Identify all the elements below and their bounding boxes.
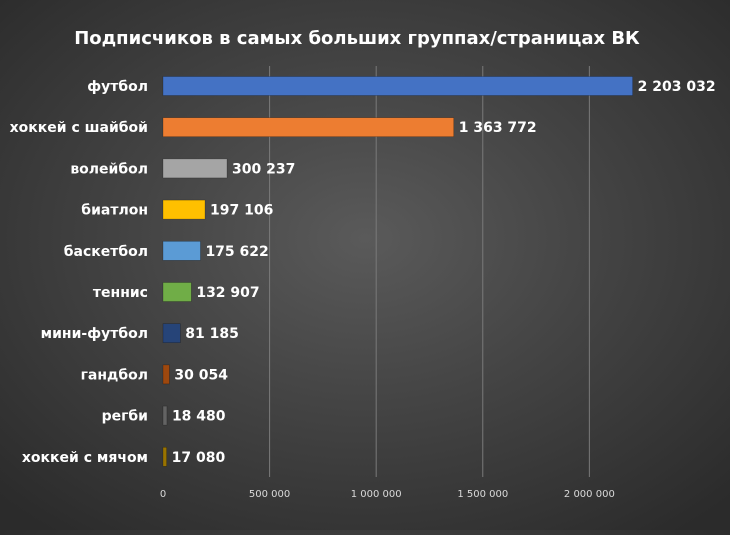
- value-label: 81 185: [185, 326, 239, 342]
- category-label: хоккей с шайбой: [10, 120, 148, 136]
- value-label: 197 106: [210, 203, 273, 219]
- x-axis-ticks: 0 500 000 1 000 000 1 500 000 2 000 000: [160, 489, 615, 500]
- category-label: теннис: [93, 285, 148, 301]
- x-tick-label: 1 500 000: [457, 489, 508, 500]
- x-tick-label: 500 000: [249, 489, 290, 500]
- chart-title: Подписчиков в самых больших группах/стра…: [74, 28, 640, 49]
- bar: [162, 323, 181, 344]
- bar: [162, 405, 168, 426]
- category-label: гандбол: [81, 367, 148, 383]
- x-tick-label: 1 000 000: [351, 489, 402, 500]
- category-label: регби: [102, 409, 148, 425]
- value-label: 18 480: [172, 409, 226, 425]
- value-label: 300 237: [232, 161, 295, 177]
- value-label: 1 363 772: [459, 120, 537, 136]
- value-label: 132 907: [196, 285, 259, 301]
- category-label: хоккей с мячом: [22, 450, 148, 466]
- x-tick-label: 2 000 000: [564, 489, 615, 500]
- bar: [162, 241, 201, 261]
- value-label: 2 203 032: [638, 79, 716, 95]
- value-label: 175 622: [205, 244, 268, 260]
- value-label: 30 054: [174, 367, 228, 383]
- x-tick-label: 0: [160, 489, 166, 500]
- bars-layer: [162, 76, 633, 467]
- value-label: 17 080: [172, 450, 226, 466]
- category-label: волейбол: [70, 161, 148, 177]
- bar: [162, 282, 192, 302]
- bar: [162, 364, 170, 385]
- bar: [162, 117, 455, 137]
- bar: [162, 199, 206, 220]
- bar: [162, 76, 633, 96]
- category-label: биатлон: [81, 203, 148, 219]
- labels-layer: футбол 2 203 032 хоккей с шайбой 1 363 772 в…: [10, 79, 716, 466]
- category-label: мини-футбол: [41, 326, 148, 342]
- category-label: баскетбол: [64, 244, 148, 260]
- category-label: футбол: [87, 79, 148, 95]
- bar: [162, 446, 167, 467]
- bar: [162, 158, 228, 179]
